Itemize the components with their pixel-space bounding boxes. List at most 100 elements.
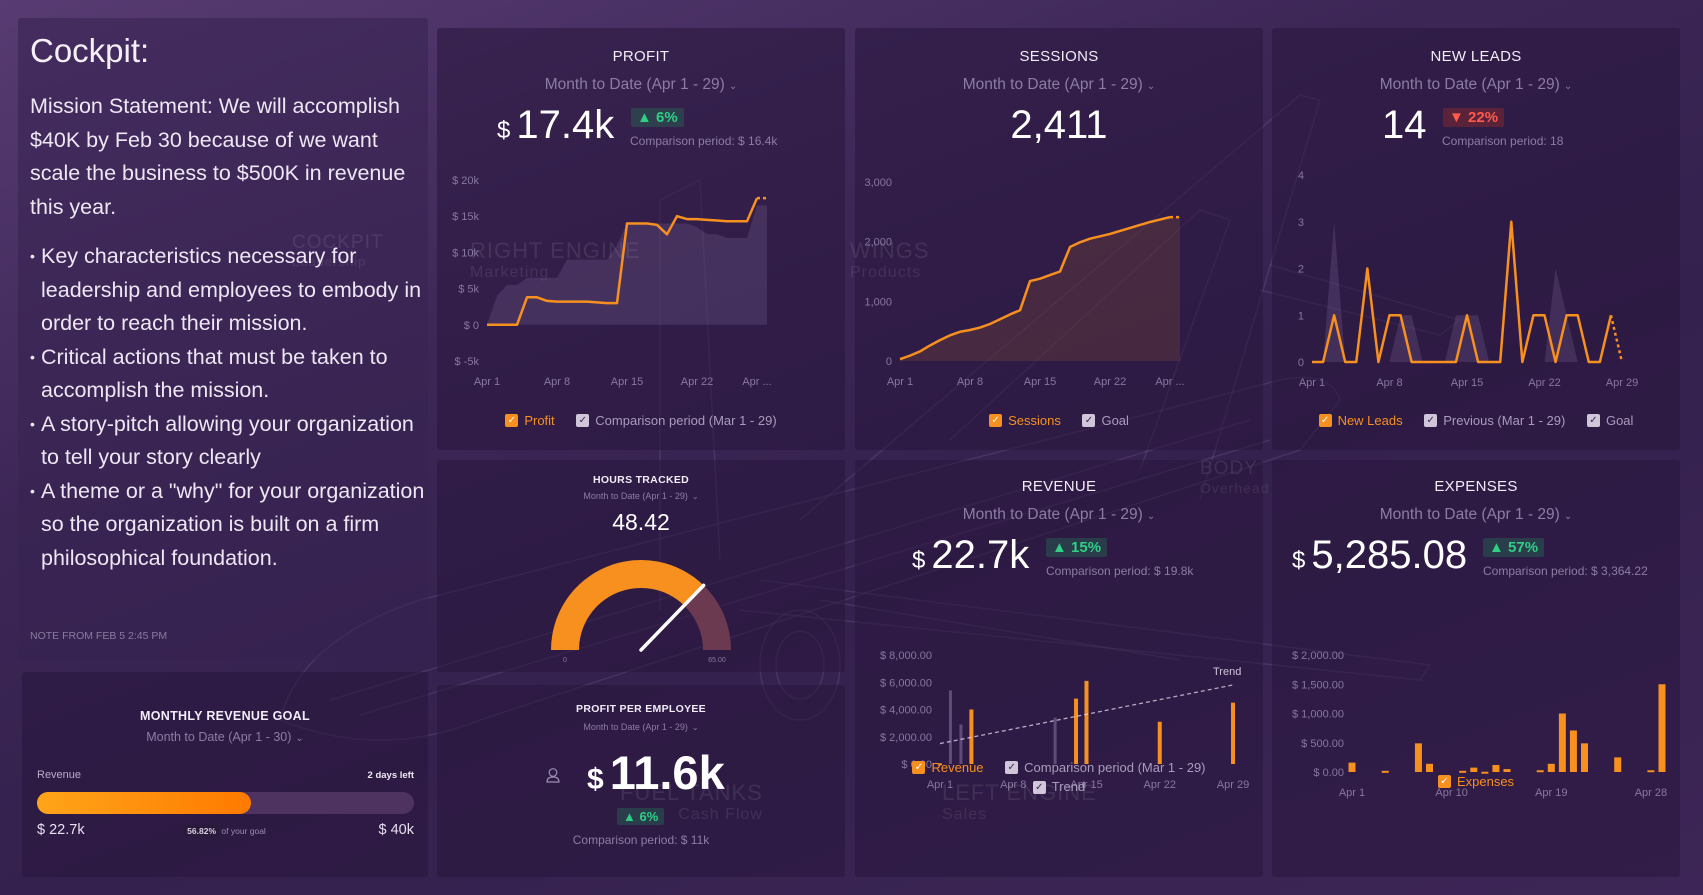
bar	[1470, 767, 1478, 772]
y-tick-label: $ 5k	[458, 284, 479, 296]
expenses-title: EXPENSES	[1434, 478, 1518, 495]
note-timestamp: NOTE FROM FEB 5 2:45 PM	[30, 630, 168, 642]
ppe-period-label: Month to Date (Apr 1 - 29)	[583, 722, 688, 732]
hours-tracked-panel: HOURS TRACKED Month to Date (Apr 1 - 29)…	[437, 460, 845, 672]
y-tick-label: 3	[1298, 217, 1304, 229]
goal-period-dropdown[interactable]: Month to Date (Apr 1 - 30) ⌄	[22, 730, 428, 744]
leads-value: 14	[1382, 103, 1427, 147]
revenue-legend: ✓ Revenue ✓ Comparison period (Mar 1 - 29)…	[855, 757, 1263, 796]
ppe-value-number: 11.6k	[609, 746, 725, 799]
y-tick-label: 3,000	[864, 177, 892, 189]
legend-item-expenses[interactable]: ✓ Expenses	[1437, 774, 1514, 789]
x-tick-label: Apr 19	[1535, 787, 1567, 799]
bar	[1536, 770, 1544, 773]
legend-item-profit[interactable]: ✓ Profit	[505, 413, 555, 428]
y-tick-label: 2	[1298, 264, 1304, 276]
y-tick-label: 0	[886, 356, 892, 368]
currency-symbol: $	[497, 117, 511, 144]
expenses-change-badge: ▲ 57%	[1483, 538, 1545, 557]
y-tick-label: $ 1,000.00	[1292, 709, 1344, 721]
ppe-period-dropdown[interactable]: Month to Date (Apr 1 - 29) ⌄	[437, 722, 845, 732]
bar	[1481, 771, 1489, 774]
checkbox-checked-icon: ✓	[912, 761, 926, 774]
revenue-period-dropdown[interactable]: Month to Date (Apr 1 - 29) ⌄	[855, 506, 1263, 524]
legend-item-trend[interactable]: ✓ Trend	[1032, 778, 1086, 796]
y-tick-label: $ 15k	[452, 211, 479, 223]
trend-line	[939, 684, 1234, 745]
bar	[1614, 757, 1622, 772]
chevron-down-icon: ⌄	[295, 733, 304, 744]
comparison-bar	[1053, 717, 1057, 764]
bar	[938, 763, 942, 766]
profit-change-badge: ▲ 6%	[631, 108, 684, 127]
series-projection-line	[1609, 314, 1624, 363]
legend-label: Goal	[1101, 413, 1129, 428]
legend-item-goal[interactable]: ✓ Goal	[1082, 413, 1129, 428]
legend-item-revenue[interactable]: ✓ Revenue	[912, 759, 984, 777]
bar	[1074, 698, 1079, 764]
watermark-right-engine: RIGHT ENGINE Marketing	[470, 238, 641, 282]
hours-period-dropdown[interactable]: Month to Date (Apr 1 - 29) ⌄	[437, 491, 845, 501]
bar	[1459, 770, 1467, 773]
series-line	[487, 197, 759, 327]
note-panel: Cockpit: Mission Statement: We will acco…	[18, 18, 428, 660]
gauge-needle	[639, 583, 706, 652]
bar	[1231, 702, 1235, 764]
y-tick-label: $ 1,500.00	[1292, 679, 1344, 691]
x-tick-label: Apr 15	[611, 376, 643, 388]
legend-label: Trend	[1051, 779, 1086, 794]
expenses-value-number: 5,285.08	[1311, 533, 1468, 577]
x-tick-label: Apr 8	[1376, 377, 1402, 389]
legend-label: Goal	[1605, 413, 1634, 428]
x-tick-label: Apr 8	[544, 376, 570, 388]
expenses-bar-chart: $ 0.00 $ 500.00 $ 1,000.00 $ 1,500.00 $ 2,00…	[1292, 650, 1667, 799]
legend-item-comparison[interactable]: ✓ Comparison period (Mar 1 - 29)	[576, 413, 777, 428]
x-tick-label: Apr 15	[1451, 377, 1483, 389]
sessions-line-chart: 0 1,000 2,000 3,000 Apr 1 Apr 8 Apr 15 Apr 22 Ap…	[864, 177, 1184, 388]
x-tick-label: Apr 1	[1299, 377, 1325, 389]
bar	[1157, 721, 1162, 764]
legend-label: Comparison period (Mar 1 - 29)	[1024, 759, 1206, 775]
legend-item-comparison[interactable]: ✓ Comparison period (Mar 1 - 29)	[1005, 759, 1206, 777]
checkbox-checked-icon: ✓	[1424, 414, 1438, 427]
chevron-down-icon: ⌄	[691, 492, 699, 501]
checkbox-checked-icon: ✓	[989, 414, 1003, 427]
ppe-value: $11.6k	[587, 745, 725, 800]
checkbox-checked-icon: ✓	[1032, 780, 1046, 794]
note-bullet: A story-pitch allowing your organization…	[30, 408, 425, 475]
x-tick-label: Apr 10	[1435, 787, 1467, 799]
sessions-period-dropdown[interactable]: Month to Date (Apr 1 - 29) ⌄	[855, 76, 1263, 94]
x-tick-label: Apr 15	[1024, 376, 1056, 388]
leads-line-chart: 0 1 2 3 4 Apr 1 Apr 8 Apr 15 Apr 22 Apr 29	[1298, 170, 1638, 389]
legend-item-new-leads[interactable]: ✓ New Leads	[1318, 413, 1403, 428]
leads-period-dropdown[interactable]: Month to Date (Apr 1 - 29) ⌄	[1272, 76, 1680, 94]
sessions-legend: ✓ Sessions ✓ Goal	[855, 411, 1263, 428]
profit-line-chart: $ -5k $ 0 $ 5k $ 10k $ 15k $ 20k Apr 1 Apr 8 Apr…	[452, 175, 772, 388]
chevron-down-icon: ⌄	[1563, 511, 1573, 522]
legend-item-sessions[interactable]: ✓ Sessions	[989, 413, 1061, 428]
watermark-sub: Marketing	[470, 264, 550, 281]
expenses-period-dropdown[interactable]: Month to Date (Apr 1 - 29) ⌄	[1272, 506, 1680, 524]
chevron-down-icon: ⌄	[1146, 81, 1156, 92]
expenses-period-label: Month to Date (Apr 1 - 29)	[1379, 506, 1560, 523]
gauge-max-label: 65.00	[708, 657, 726, 664]
y-tick-label: $ 4,000.00	[880, 705, 932, 717]
user-icon	[546, 768, 560, 783]
y-tick-label: $ 8,000.00	[880, 650, 932, 662]
profit-period-dropdown[interactable]: Month to Date (Apr 1 - 29) ⌄	[437, 76, 845, 94]
watermark-title: LEFT ENGINE	[942, 780, 1097, 805]
watermark-wings: WINGS Products	[850, 238, 930, 282]
note-bullet: Key characteristics necessary for leader…	[30, 240, 425, 341]
y-tick-label: $ -5k	[455, 356, 480, 368]
gauge-remaining-arc	[684, 585, 731, 650]
y-tick-label: 1,000	[864, 296, 892, 308]
revenue-change-badge: ▲ 15%	[1046, 538, 1108, 557]
x-tick-label: Apr ...	[742, 376, 771, 388]
leads-comparison: Comparison period: 18	[1442, 134, 1564, 148]
legend-item-previous[interactable]: ✓ Previous (Mar 1 - 29)	[1424, 413, 1565, 428]
goal-progress-track	[37, 792, 414, 814]
legend-item-goal[interactable]: ✓ Goal	[1586, 413, 1634, 428]
note-body: Mission Statement: We will accomplish $4…	[30, 90, 425, 575]
bar	[1492, 764, 1500, 772]
watermark-title: RIGHT ENGINE	[470, 238, 641, 263]
